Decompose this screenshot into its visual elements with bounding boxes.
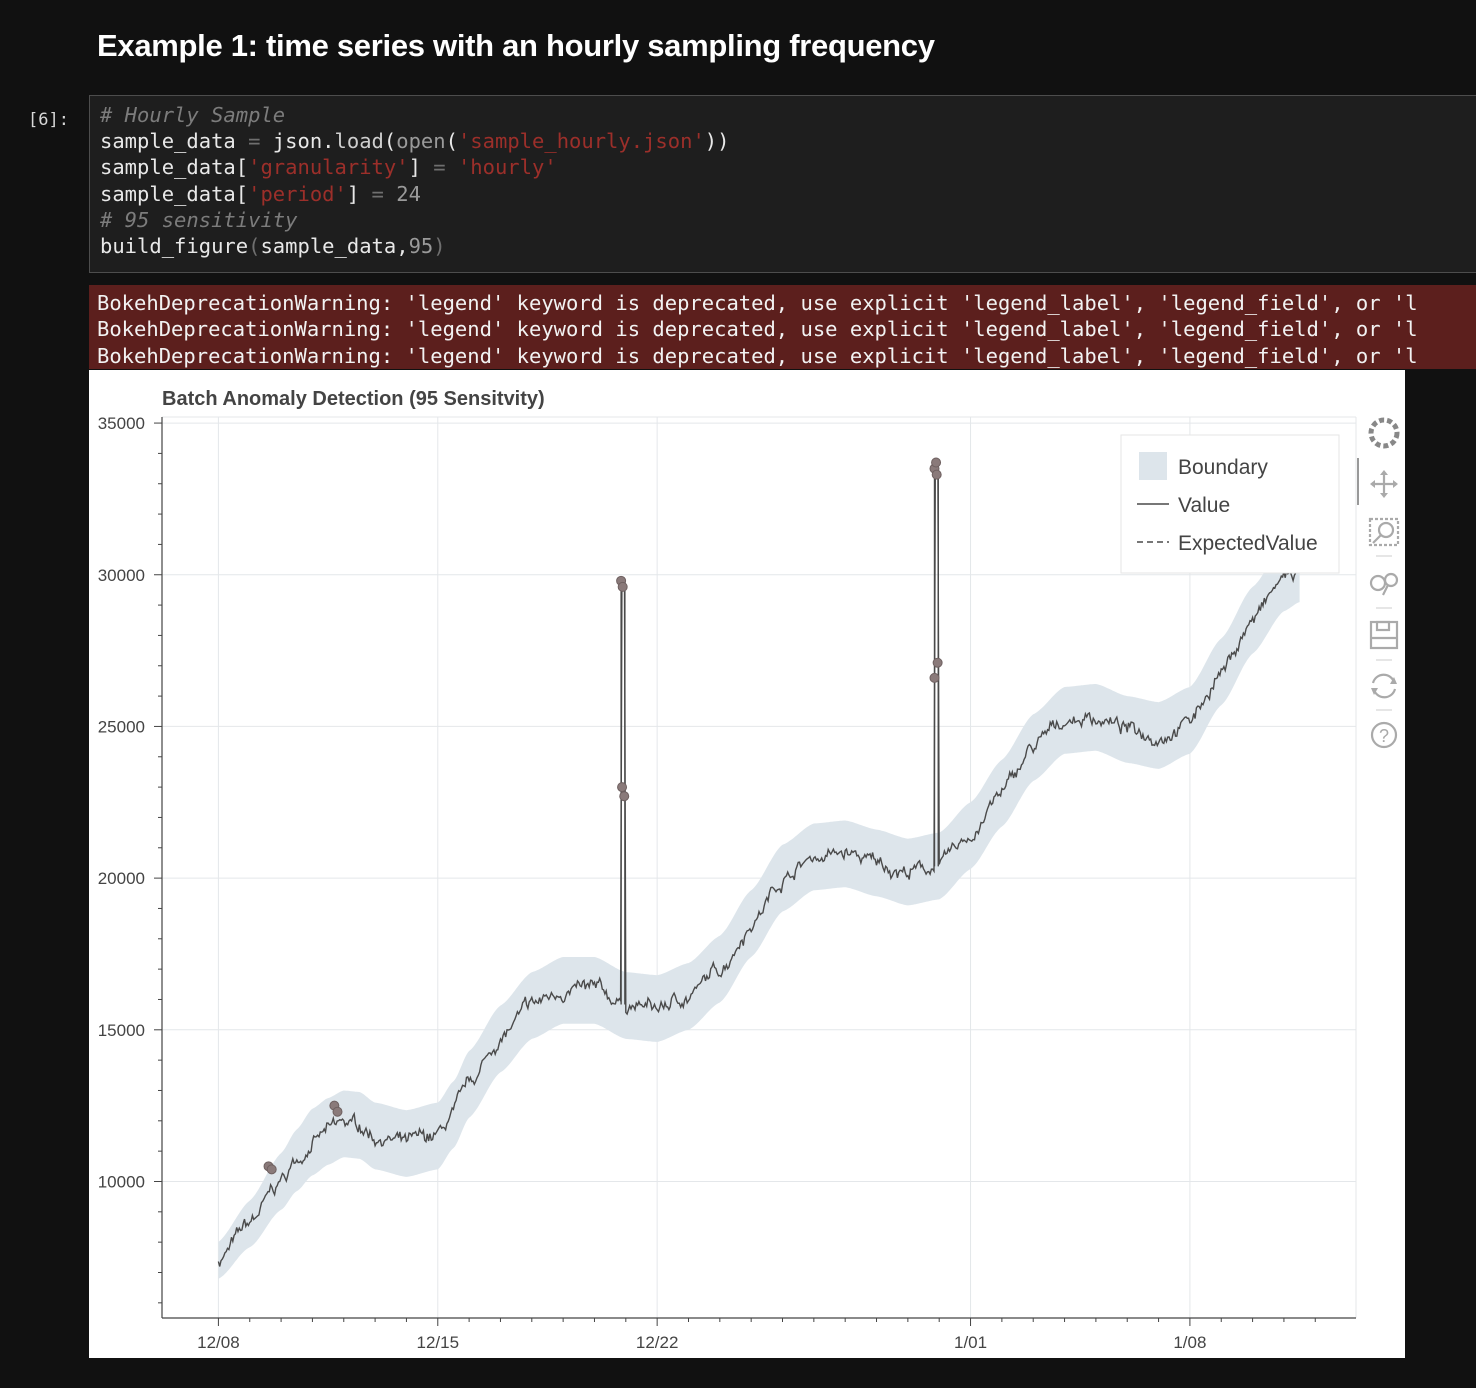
cell-prompt: [6]: [28,110,69,130]
x-tick-label: 12/15 [417,1333,460,1352]
code-token: load [334,129,384,154]
boundary-area [218,535,1300,1279]
code-token: sample_data[ [100,181,249,206]
code-token: 95 [408,233,434,258]
bokeh-toolbar: ? [1357,417,1400,749]
code-token: = [248,129,261,154]
axes: 10000 15000 20000 25000 30000 35000 12/08 12/15… [98,414,1356,1352]
chart-title: Batch Anomaly Detection (95 Sensitvity) [162,388,545,410]
code-token: ] [346,181,372,206]
stderr-output: BokehDeprecationWarning: 'legend' keywor… [89,285,1476,369]
code-token: 'period' [248,181,347,206]
code-token [446,155,458,179]
section-heading: Example 1: time series with an hourly sa… [97,28,935,63]
y-tick-label: 30000 [98,566,145,585]
code-token: = [371,181,384,206]
box-zoom-icon[interactable] [1368,517,1400,547]
code-cell-editor[interactable]: # Hourly Sample sample_data = json.load(o… [89,95,1476,273]
code-token: )) [704,129,730,154]
anomaly-point [929,672,940,683]
bokeh-logo-icon[interactable] [1368,417,1400,449]
reset-icon[interactable] [1371,673,1397,699]
anomaly-point [266,1164,277,1175]
anomaly-point [617,782,628,793]
x-tick-label: 12/22 [636,1333,679,1352]
code-token: ] [408,155,434,180]
code-token: ) [433,233,446,258]
x-tick-label: 12/08 [197,1333,240,1352]
code-line: build_figure(sample_data,95) [100,233,1476,259]
code-token: sample_data, [260,233,409,258]
bokeh-plot[interactable]: Batch Anomaly Detection (95 Sensitvity) … [89,370,1405,1358]
boundary-band [218,535,1300,1279]
code-line: sample_data['period'] = 24 [100,181,1476,207]
code-token: 24 [383,181,421,206]
warning-line: BokehDeprecationWarning: 'legend' keywor… [97,291,1418,315]
warning-line: BokehDeprecationWarning: 'legend' keywor… [97,317,1418,342]
code-token: 'hourly' [457,155,557,180]
code-line: # Hourly Sample [100,102,1476,128]
code-token: # Hourly Sample [100,103,286,127]
code-line: # 95 sensitivity [100,207,1476,233]
code-line: sample_data['granularity'] = 'hourly' [100,154,1476,180]
y-tick-label: 35000 [98,414,145,433]
y-tick-label: 25000 [98,717,145,736]
anomaly-point [332,1106,343,1117]
code-token: sample_data [100,129,249,154]
anomaly-point [931,469,942,480]
code-token: ( [383,129,397,154]
code-token: # 95 sensitivity [100,207,298,232]
legend: Boundary Value ExpectedValue [1120,434,1340,574]
x-tick-label: 1/08 [1173,1333,1206,1352]
legend-label-boundary: Boundary [1178,456,1268,479]
anomaly-markers [263,457,943,1175]
y-tick-label: 10000 [98,1172,145,1191]
anomaly-point [931,457,942,468]
wheel-zoom-icon[interactable] [1369,572,1399,596]
chart-svg: Batch Anomaly Detection (95 Sensitvity) … [98,388,1400,1352]
value-line [217,463,1301,1267]
svg-text:?: ? [1379,726,1389,746]
code-token: sample_data[ [100,155,249,180]
x-tick-label: 1/01 [954,1333,987,1352]
code-token: json. [260,129,335,154]
save-icon[interactable] [1369,620,1399,650]
legend-label-expected: ExpectedValue [1178,532,1318,555]
code-lines: # Hourly Sample sample_data = json.load(o… [100,102,1476,259]
code-token: ( [248,233,261,258]
help-icon[interactable]: ? [1370,721,1398,749]
anomaly-point [617,581,628,592]
code-line: sample_data = json.load(open('sample_hou… [100,128,1476,154]
code-token: = [433,155,446,180]
warning-line: BokehDeprecationWarning: 'legend' keywor… [97,343,1418,368]
legend-swatch-boundary [1139,452,1167,480]
y-tick-label: 15000 [98,1021,145,1040]
code-token: ( [445,129,458,154]
anomaly-point [932,657,943,668]
code-token: build_figure [100,233,249,258]
pan-icon[interactable] [1370,470,1398,498]
code-token: open [396,129,446,154]
legend-label-value: Value [1178,494,1230,517]
y-tick-label: 20000 [98,869,145,888]
code-token: 'granularity' [248,155,409,180]
anomaly-point [619,791,630,802]
code-token: 'sample_hourly.json' [457,129,705,154]
